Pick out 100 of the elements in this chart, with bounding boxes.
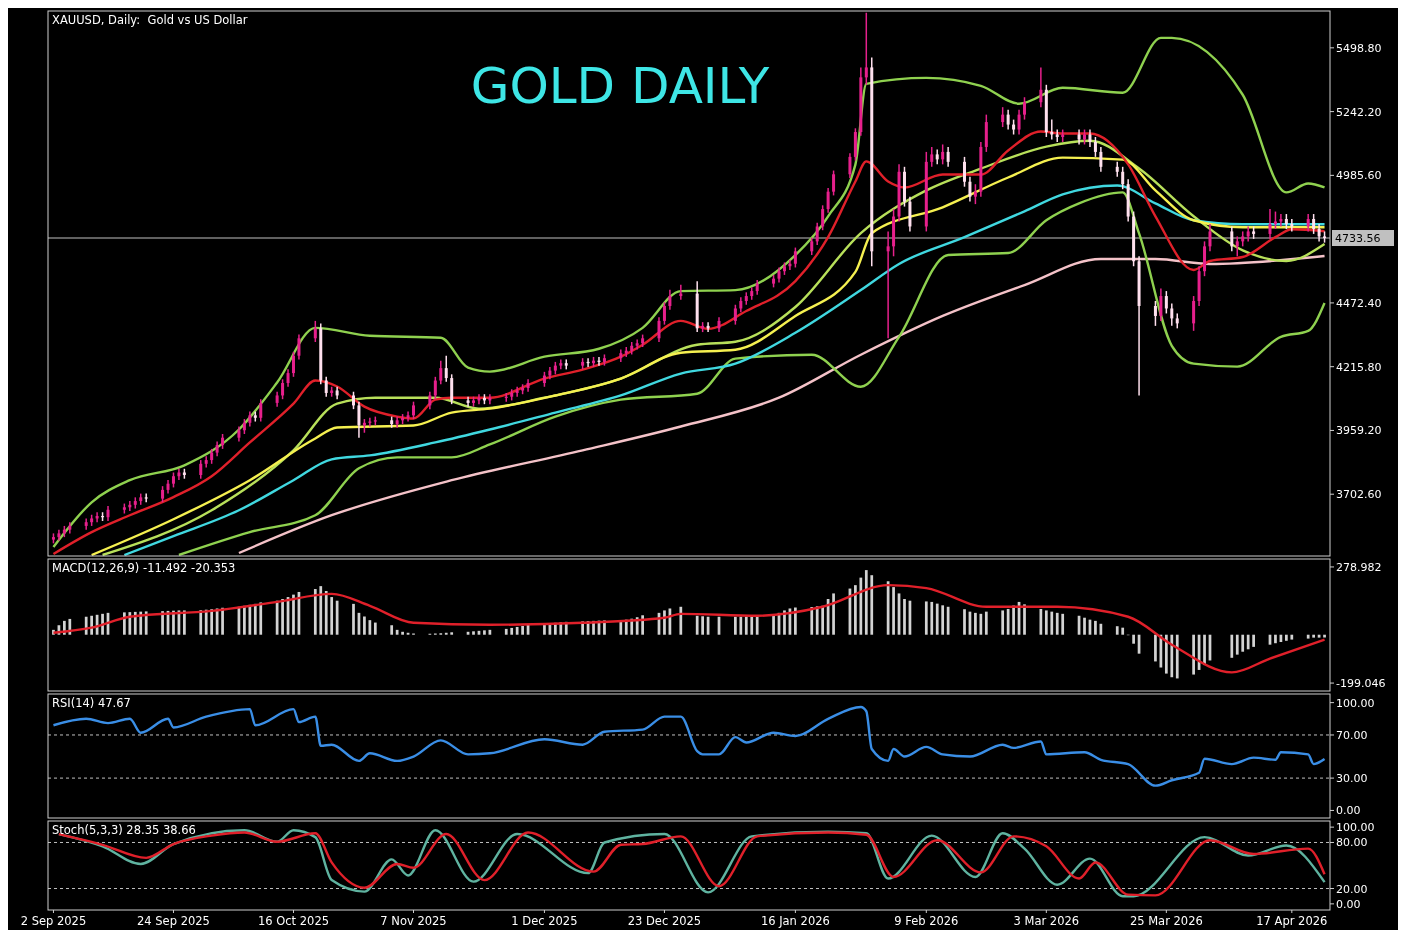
- bar: [859, 577, 863, 635]
- y-tick-label: 70.00: [1336, 728, 1368, 742]
- bar: [903, 599, 906, 635]
- bar: [1083, 617, 1086, 635]
- candlestick: [821, 204, 825, 231]
- bar: [319, 586, 323, 635]
- chart-title: RSI(14) 47.67: [52, 696, 131, 710]
- bar: [373, 622, 377, 635]
- candlestick: [886, 230, 890, 340]
- bar: [1044, 610, 1048, 635]
- bar: [1192, 634, 1195, 675]
- candlestick: [930, 146, 934, 168]
- bar: [1203, 634, 1206, 666]
- candlestick: [297, 333, 301, 361]
- candlestick: [968, 176, 972, 203]
- candlestick: [450, 373, 454, 405]
- bar: [679, 606, 683, 635]
- x-tick-label: 9 Feb 2026: [894, 914, 959, 928]
- candlestick: [962, 156, 966, 188]
- candlestick: [832, 169, 836, 197]
- bar: [1132, 634, 1135, 644]
- bar: [1241, 634, 1245, 652]
- bar: [1164, 634, 1168, 674]
- candlestick: [1093, 136, 1097, 158]
- x-tick-label: 24 Sep 2025: [137, 914, 210, 928]
- bar: [144, 611, 148, 635]
- x-tick-label: 23 Dec 2025: [627, 914, 702, 928]
- candlestick: [1153, 300, 1157, 327]
- y-tick-label: 20.00: [1336, 882, 1368, 896]
- bar: [161, 611, 164, 635]
- x-tick-label: 25 Mar 2026: [1129, 914, 1203, 928]
- x-tick-label: 16 Jan 2026: [760, 914, 830, 928]
- candlestick: [433, 376, 437, 400]
- bar: [1094, 620, 1097, 635]
- x-tick-label: 2 Sep 2025: [20, 914, 87, 928]
- bar: [739, 616, 743, 635]
- y-tick-label: 5242.20: [1336, 105, 1382, 119]
- y-tick-label: 4985.60: [1336, 169, 1382, 183]
- candlestick: [444, 354, 448, 383]
- candlestick: [352, 390, 355, 410]
- bar: [221, 607, 224, 635]
- bar: [543, 624, 546, 635]
- bar: [854, 585, 857, 635]
- candlestick: [259, 398, 263, 423]
- bar: [510, 627, 514, 635]
- ref-line-label: 4733.56: [1335, 232, 1381, 246]
- x-tick-label: 1 Dec 2025: [511, 914, 578, 928]
- bar: [1252, 634, 1255, 647]
- candlestick: [412, 400, 416, 420]
- candlestick: [1170, 302, 1174, 327]
- candlestick: [1023, 96, 1026, 121]
- bar: [984, 611, 988, 635]
- y-tick-label: 3959.20: [1336, 424, 1382, 438]
- candlestick: [439, 359, 443, 386]
- bar: [281, 599, 284, 635]
- line-series: [237, 254, 1326, 555]
- candlestick: [357, 400, 361, 439]
- bar: [744, 616, 748, 635]
- bar: [794, 607, 797, 635]
- bar: [1006, 608, 1010, 635]
- candlestick: [864, 11, 868, 86]
- bar: [870, 575, 874, 635]
- candlestick: [324, 376, 328, 398]
- candlestick: [973, 183, 977, 205]
- candlestick: [281, 378, 285, 400]
- bar: [352, 603, 355, 635]
- y-tick-label: 80.00: [1336, 836, 1368, 850]
- candlestick: [515, 386, 519, 398]
- candlestick: [199, 459, 203, 480]
- bar: [750, 616, 754, 635]
- y-tick-label: 5498.80: [1336, 41, 1382, 55]
- bar: [974, 612, 977, 635]
- bar: [1284, 634, 1288, 641]
- y-tick-label: 278.982: [1336, 560, 1382, 574]
- bar: [1121, 627, 1125, 635]
- candlestick: [1017, 108, 1021, 136]
- candlestick: [657, 316, 661, 343]
- bar: [1012, 605, 1015, 635]
- bar: [755, 615, 759, 635]
- y-tick-label: 100.00: [1336, 821, 1375, 835]
- bar: [390, 625, 394, 635]
- candlestick: [946, 146, 950, 168]
- bar: [1154, 634, 1157, 662]
- candlestick: [902, 166, 906, 208]
- bar: [133, 611, 137, 635]
- candlestick: [793, 246, 797, 269]
- bar: [515, 626, 519, 635]
- candlestick: [1235, 235, 1239, 258]
- bar: [1306, 634, 1310, 639]
- candlestick: [204, 455, 208, 469]
- candlestick: [941, 143, 945, 166]
- bar: [941, 605, 945, 635]
- chart-title: MACD(12,26,9) -11.492 -20.353: [52, 561, 236, 575]
- candlestick: [1050, 118, 1054, 141]
- bar: [810, 607, 814, 635]
- bar: [253, 603, 257, 635]
- bar: [641, 615, 644, 635]
- bar: [483, 630, 486, 635]
- bar: [1246, 634, 1250, 650]
- y-tick-label: 30.00: [1336, 772, 1368, 786]
